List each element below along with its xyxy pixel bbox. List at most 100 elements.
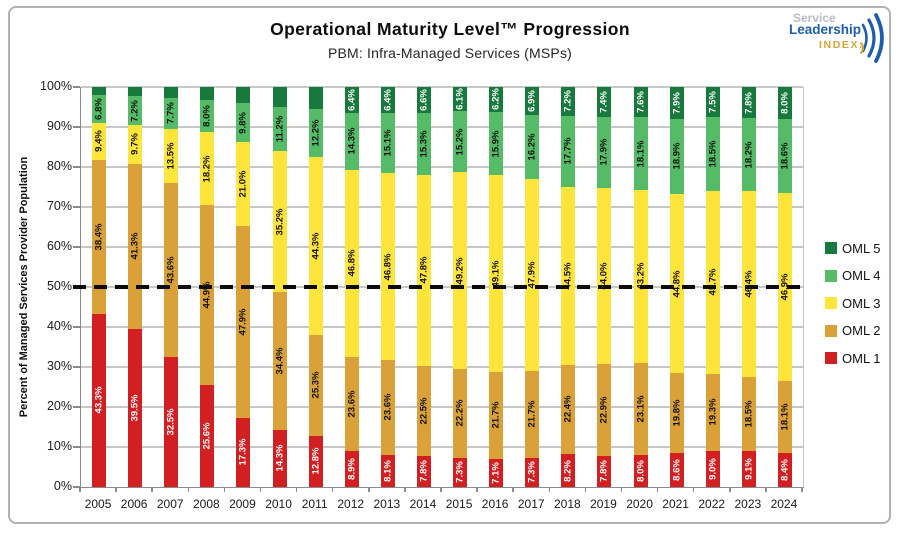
bar-2012-oml-5: 6.4% (344, 87, 359, 113)
bar-value-label: 44.3% (310, 232, 322, 260)
x-tick-mark (440, 487, 442, 492)
bar-value-label: 21.7% (526, 400, 538, 428)
bar-2022-oml-4: 18.5% (705, 117, 720, 191)
bar-2021-oml-5: 7.9% (669, 87, 684, 119)
bar-2020-oml-1: 8.0% (633, 455, 648, 487)
bar-2011-oml-5 (308, 87, 323, 109)
bar-2020-oml-4: 18.1% (633, 117, 648, 190)
bar-2009-oml-5 (236, 87, 251, 103)
x-tick-mark (223, 487, 226, 492)
bar-2013-oml-2: 23.6% (380, 360, 395, 455)
x-axis-label-2006: 2006 (120, 497, 148, 511)
bar-value-label: 43.6% (165, 256, 177, 284)
bar-2018-oml-5: 7.2% (561, 87, 576, 116)
bar-2013-oml-4: 15.1% (380, 112, 395, 173)
bar-value-label: 7.7% (165, 102, 177, 125)
bar-2023-oml-3: 46.4% (741, 191, 756, 377)
y-tick-label-70%: 70% (46, 199, 72, 213)
y-tick-label-40%: 40% (46, 319, 72, 333)
bar-2016-oml-5: 6.2% (489, 87, 504, 112)
x-tick-mark (404, 487, 406, 492)
bar-value-label: 44.8% (671, 270, 683, 298)
legend-swatch (825, 324, 837, 337)
legend-swatch (825, 297, 837, 309)
bar-2007-oml-1: 32.5% (164, 357, 179, 487)
y-tick-label-50%: 50% (46, 279, 72, 293)
bar-value-label: 41.3% (129, 232, 141, 260)
bar-value-label: 7.6% (635, 91, 647, 114)
gridline-40 (81, 326, 803, 328)
x-tick-mark (584, 487, 587, 492)
bar-2023-oml-2: 18.5% (741, 376, 756, 451)
bar-2012-oml-2: 23.6% (344, 357, 359, 452)
bar-2019-oml-3: 44.0% (597, 188, 612, 365)
service-leadership-logo: Service Leadership INDEX. (787, 10, 887, 64)
y-tick-label-0%: 0% (53, 479, 72, 493)
bar-value-label: 43.3% (93, 386, 105, 414)
bar-value-label: 8.1% (382, 459, 394, 482)
bar-value-label: 8.4% (779, 459, 791, 482)
bar-2006-oml-5 (128, 87, 143, 97)
legend-label: OML 1 (842, 350, 881, 366)
x-axis-label-2016: 2016 (481, 497, 509, 511)
bar-value-label: 23.6% (382, 393, 394, 421)
chart-subtitle: PBM: Infra-Managed Services (MSPs) (327, 45, 573, 61)
y-tick-mark (73, 206, 80, 208)
y-tick-mark (73, 486, 80, 488)
bar-value-label: 7.9% (671, 91, 683, 114)
bar-2018-oml-2: 22.4% (561, 364, 576, 455)
bar-value-label: 25.3% (310, 371, 322, 399)
x-tick-mark (295, 487, 298, 492)
bar-2015-oml-4: 15.2% (453, 111, 468, 173)
x-tick-mark (79, 487, 81, 492)
bar-2010-oml-4: 11.2% (272, 106, 287, 152)
bar-value-label: 21.7% (490, 401, 502, 429)
logo-text-service: Service (793, 11, 836, 25)
bar-value-label: 22.4% (562, 395, 574, 423)
x-tick-mark (512, 487, 514, 492)
x-tick-mark (476, 487, 478, 492)
y-tick-mark (73, 86, 80, 88)
bar-value-label: 9.4% (93, 130, 105, 153)
x-axis-label-2017: 2017 (517, 497, 545, 511)
x-axis-label-2014: 2014 (409, 497, 437, 511)
bar-value-label: 9.7% (129, 133, 141, 156)
bar-2012-oml-4: 14.3% (344, 112, 359, 170)
legend-swatch (825, 352, 837, 364)
bar-value-label: 7.5% (707, 91, 719, 113)
x-tick-mark (151, 487, 153, 492)
bar-2010-oml-5 (272, 87, 287, 107)
bar-2009-oml-1: 17.3% (236, 417, 251, 487)
bar-2022-oml-1: 9.0% (705, 451, 720, 487)
legend-label: OML 5 (842, 240, 881, 256)
bar-value-label: 49.1% (490, 260, 502, 288)
x-axis-label-2018: 2018 (553, 497, 581, 511)
x-tick-mark (692, 487, 695, 492)
bar-value-label: 8.9% (346, 458, 358, 481)
bar-2017-oml-4: 16.2% (525, 114, 540, 180)
y-tick-mark (73, 126, 80, 128)
bar-value-label: 47.8% (418, 256, 430, 284)
bar-value-label: 6.4% (346, 88, 358, 111)
bar-value-label: 35.2% (274, 208, 286, 236)
bar-2006-oml-4: 7.2% (128, 96, 143, 125)
bar-2014-oml-5: 6.6% (416, 87, 431, 114)
bar-2019-oml-4: 17.9% (597, 116, 612, 189)
x-axis-label-2024: 2024 (770, 497, 798, 511)
bar-2005-oml-3: 9.4% (92, 122, 107, 161)
bar-value-label: 8.2% (562, 459, 574, 482)
bar-value-label: 7.2% (562, 90, 574, 113)
x-tick-mark (765, 487, 767, 492)
bar-2024-oml-5: 8.0% (777, 87, 792, 119)
gridline-10 (81, 446, 803, 448)
bar-2018-oml-3: 44.5% (561, 186, 576, 365)
bar-2008-oml-2: 44.9% (200, 205, 215, 385)
bar-value-label: 17.9% (598, 138, 610, 166)
bar-2018-oml-1: 8.2% (561, 454, 576, 487)
bar-2011-oml-3: 44.3% (308, 157, 323, 335)
bar-2009-oml-2: 47.9% (236, 226, 251, 418)
legend-swatch (825, 269, 837, 282)
bar-value-label: 22.5% (418, 397, 430, 425)
gridline-90 (81, 126, 803, 128)
